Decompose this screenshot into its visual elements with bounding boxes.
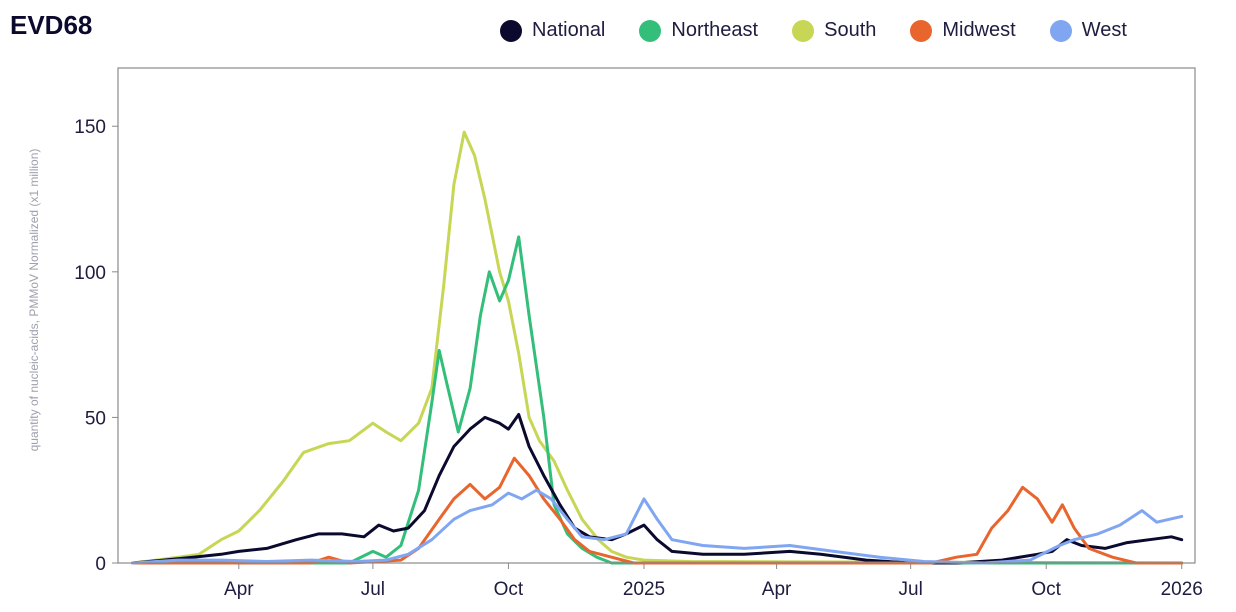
legend-item-northeast[interactable]: Northeast xyxy=(639,19,758,42)
legend-swatch-south xyxy=(792,19,815,42)
y-tick-label: 50 xyxy=(85,408,106,429)
x-tick-label: 2025 xyxy=(623,579,665,600)
series-line-west[interactable] xyxy=(131,488,1184,565)
x-tick-label: Jul xyxy=(361,579,385,600)
legend-swatch-west xyxy=(1049,19,1072,42)
legend-item-south[interactable]: South xyxy=(792,19,876,42)
legend-label-south: South xyxy=(824,19,877,41)
chart-title: EVD68 xyxy=(10,10,93,40)
series-line-south[interactable] xyxy=(131,130,1184,565)
legend-item-national[interactable]: National xyxy=(500,19,605,42)
x-tick-label: Oct xyxy=(1031,579,1061,600)
legend-swatch-northeast xyxy=(639,19,662,42)
x-tick-label: Apr xyxy=(224,579,254,600)
x-tick-label: Oct xyxy=(494,579,524,600)
legend: National Northeast South Midwest West xyxy=(500,19,1127,42)
legend-label-midwest: Midwest xyxy=(942,19,1016,41)
x-tick-label: Apr xyxy=(762,579,792,600)
series-layer xyxy=(131,130,1184,565)
legend-label-northeast: Northeast xyxy=(671,19,759,41)
legend-label-west: West xyxy=(1081,19,1127,41)
y-tick-label: 100 xyxy=(74,263,106,284)
legend-item-midwest[interactable]: Midwest xyxy=(910,19,1016,42)
legend-swatch-national xyxy=(500,19,522,42)
y-axis: 0 50 100 150 xyxy=(74,117,118,575)
x-tick-label: 2026 xyxy=(1161,579,1203,600)
y-tick-label: 150 xyxy=(74,117,106,138)
legend-item-west[interactable]: West xyxy=(1049,19,1127,42)
x-axis: Apr Jul Oct 2025 Apr Jul Oct 2026 xyxy=(224,563,1203,600)
y-tick-label: 0 xyxy=(95,554,106,575)
legend-label-national: National xyxy=(532,19,606,41)
series-line-midwest[interactable] xyxy=(131,456,1184,565)
x-tick-label: Jul xyxy=(899,579,923,600)
plot-frame xyxy=(117,67,1196,564)
series-line-northeast[interactable] xyxy=(131,235,1184,565)
y-axis-label: quantity of nucleic-acids, PMMoV Normali… xyxy=(27,149,41,452)
legend-swatch-midwest xyxy=(910,19,933,42)
